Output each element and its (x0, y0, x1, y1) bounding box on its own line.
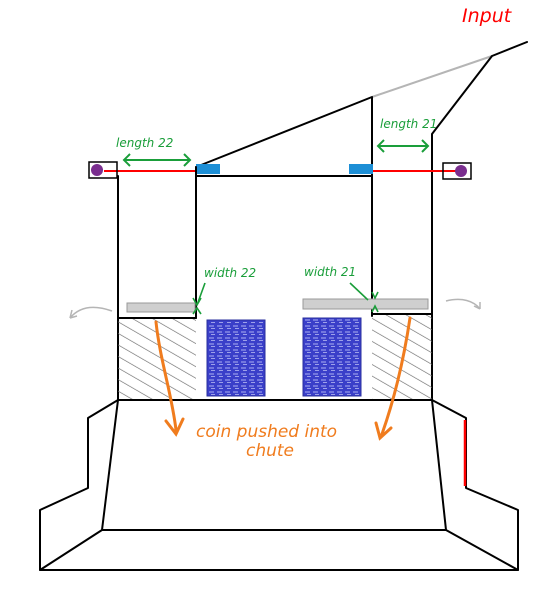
input-label: Input (462, 5, 513, 27)
coin-block-right (302, 317, 362, 397)
gray-arrow-right (445, 298, 481, 310)
chute-floor-left (39, 529, 103, 571)
length-2-arrowheads (122, 153, 192, 167)
length-1-label: length 21 (380, 117, 437, 131)
pusher-plate-left (126, 302, 196, 313)
motor-right-icon (455, 165, 467, 177)
motor-left-box (88, 161, 118, 179)
pusher-plate-right (302, 298, 429, 310)
sensor-right-icon (349, 164, 373, 174)
length-2-label: length 22 (116, 136, 173, 150)
motor-left-icon (91, 164, 103, 176)
gray-arrow-left (69, 306, 113, 319)
width-2-label: width 22 (204, 266, 256, 280)
coin-block-left (206, 319, 266, 397)
feed-line (371, 55, 493, 98)
coin-arrow-right (374, 316, 412, 441)
motor-right-box (442, 162, 472, 180)
coin-note-line1: coin pushed into (196, 422, 337, 442)
width-2-marker (192, 282, 206, 315)
width-1-marker (349, 282, 379, 313)
width-1-label: width 21 (304, 265, 356, 279)
coin-note-line2: chute (246, 441, 294, 461)
sensor-left-icon (196, 164, 220, 174)
length-1-arrowheads (376, 139, 430, 153)
input-chute-outer (431, 41, 528, 401)
chute-inner (101, 399, 447, 531)
chute-floor-right (445, 529, 519, 571)
sloped-roof (195, 96, 373, 178)
coin-arrow-left (154, 320, 185, 437)
